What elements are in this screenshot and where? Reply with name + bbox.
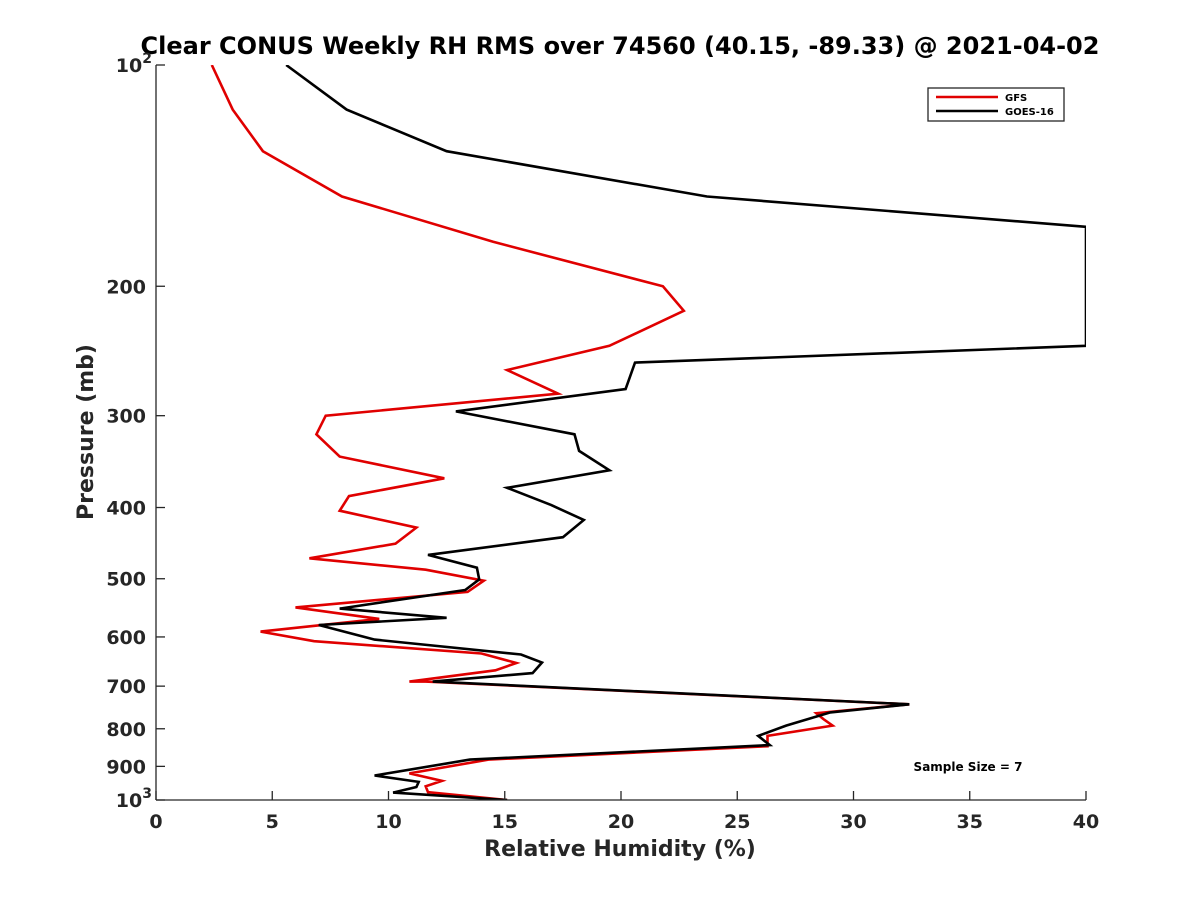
legend: GFS GOES-16 (927, 87, 1065, 122)
x-tick-label: 30 (840, 811, 866, 833)
x-axis-label: Relative Humidity (%) (484, 837, 756, 862)
y-tick-label: 900 (106, 756, 146, 778)
x-tick-label: 15 (492, 811, 518, 833)
legend-label: GFS (1005, 93, 1027, 104)
y-tick-label: 400 (106, 498, 146, 520)
legend-box (927, 87, 1065, 122)
y-axis: 102 200 300 400 500 600 700 800 900 103 (106, 51, 165, 812)
sample-size-annotation: Sample Size = 7 (914, 760, 1023, 774)
y-tick-label: 500 (106, 569, 146, 591)
x-axis: 0 5 10 15 20 25 30 35 40 (149, 791, 1099, 833)
plot-area (155, 65, 1086, 801)
y-tick-label: 200 (106, 276, 146, 298)
x-tick-label: 35 (957, 811, 983, 833)
y-tick-label: 700 (106, 676, 146, 698)
y-axis-label: Pressure (mb) (74, 344, 99, 520)
series-line-gfs (210, 65, 910, 800)
y-tick-label: 600 (106, 627, 146, 649)
y-tick-label: 800 (106, 719, 146, 741)
x-tick-label: 5 (266, 811, 279, 833)
y-tick-label: 102 (116, 51, 152, 77)
chart-title: Clear CONUS Weekly RH RMS over 74560 (40… (141, 32, 1100, 60)
series-group (210, 65, 1086, 800)
x-tick-label: 40 (1073, 811, 1099, 833)
series-line-goes-16 (285, 65, 1086, 800)
y-tick-label: 300 (106, 406, 146, 428)
x-tick-label: 0 (149, 811, 162, 833)
legend-label: GOES-16 (1005, 107, 1054, 118)
y-tick-label: 103 (116, 786, 152, 812)
x-tick-label: 20 (608, 811, 634, 833)
x-tick-label: 25 (724, 811, 750, 833)
x-tick-label: 10 (375, 811, 401, 833)
